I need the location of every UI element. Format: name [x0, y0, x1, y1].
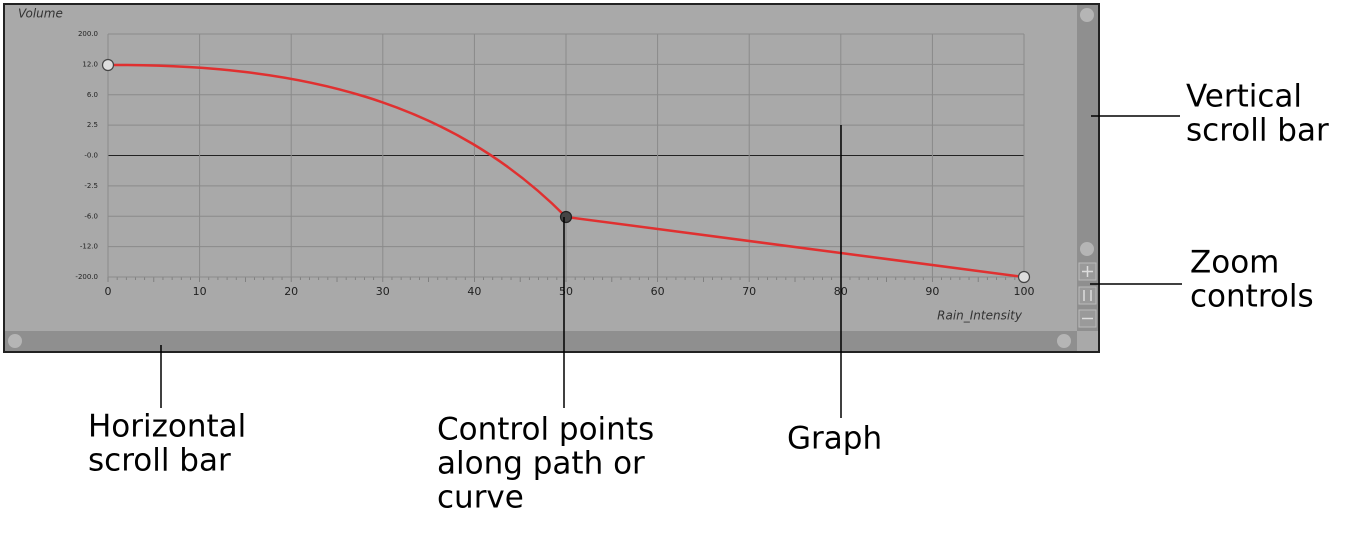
y-tick-label: -2.5	[84, 182, 98, 190]
callout-lines	[160, 115, 1182, 418]
callout-text: Horizontal	[88, 409, 246, 445]
y-tick-label: -200.0	[75, 273, 98, 281]
callout-text: Graph	[787, 421, 882, 457]
callout-text: scroll bar	[1186, 113, 1329, 149]
callout-text: Control points	[437, 412, 654, 448]
y-tick-label: -12.0	[80, 243, 98, 251]
y-tick-label: 6.0	[87, 91, 98, 99]
control-point[interactable]	[101, 58, 115, 72]
x-tick-label: 70	[742, 285, 756, 298]
callout-text: along path or	[437, 446, 645, 482]
x-tick-label: 20	[284, 285, 298, 298]
x-tick-label: 0	[105, 285, 112, 298]
x-tick-label: 90	[925, 285, 939, 298]
scroll-up-button[interactable]	[1080, 8, 1094, 22]
vertical-scroll-bar[interactable]	[1077, 5, 1098, 331]
x-tick-label: 60	[651, 285, 665, 298]
zoom-in-icon	[1082, 266, 1093, 277]
x-axis-title: Rain_Intensity	[937, 309, 1023, 323]
zoom-fit-button[interactable]	[1078, 286, 1097, 305]
scroll-left-button[interactable]	[8, 334, 22, 348]
y-tick-label: 12.0	[82, 60, 98, 68]
y-tick-label: 200.0	[78, 30, 98, 38]
x-tick-label: 50	[559, 285, 573, 298]
x-tick-label: 40	[467, 285, 481, 298]
callout-text: curve	[437, 480, 524, 516]
x-tick-label: 10	[193, 285, 207, 298]
horizontal-scroll-bar[interactable]	[5, 331, 1077, 351]
y-tick-label: -0.0	[84, 152, 98, 160]
curve	[107, 63, 1025, 279]
scroll-right-button[interactable]	[1057, 334, 1071, 348]
y-axis-title: Volume	[18, 7, 63, 21]
y-tick-label: 2.5	[87, 121, 98, 129]
x-tick-label: 100	[1014, 285, 1035, 298]
callout-text: controls	[1190, 279, 1314, 315]
zoom-fit-icon	[1083, 290, 1092, 301]
y-tick-label: -6.0	[84, 212, 98, 220]
x-tick-label: 30	[376, 285, 390, 298]
control-point[interactable]	[1017, 270, 1031, 284]
callout-text: Zoom	[1190, 245, 1279, 281]
graph-panel	[3, 3, 1100, 353]
control-point[interactable]	[559, 210, 573, 224]
scroll-down-button[interactable]	[1080, 242, 1094, 256]
callout-text: Vertical	[1186, 79, 1302, 115]
callout-text: scroll bar	[88, 443, 231, 479]
